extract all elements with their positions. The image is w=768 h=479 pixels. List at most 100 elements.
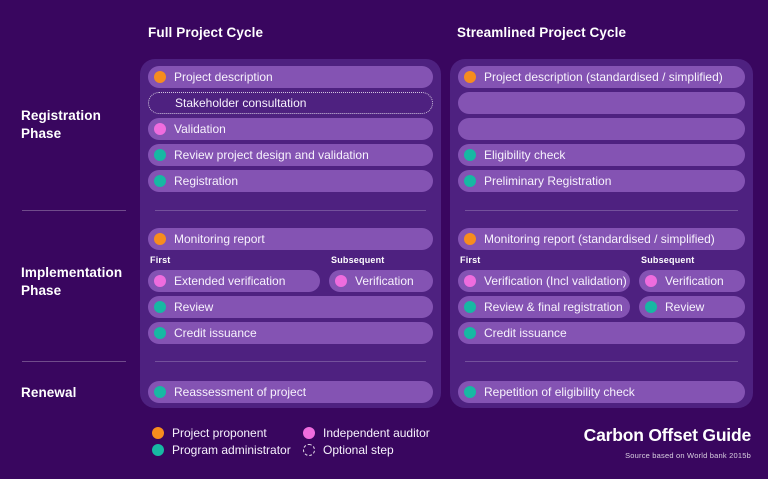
proponent-dot-icon xyxy=(464,71,476,83)
step-label: Registration xyxy=(174,174,239,188)
phase-divider-1 xyxy=(22,210,126,211)
section-divider xyxy=(155,210,426,211)
step-label: Verification xyxy=(665,274,724,288)
administrator-dot-icon xyxy=(464,386,476,398)
step-label: Reassessment of project xyxy=(174,385,307,399)
step-preliminary-registration: Preliminary Registration xyxy=(458,170,745,192)
subsequent-label: Subsequent xyxy=(641,255,695,265)
step-label: Review project design and validation xyxy=(174,148,369,162)
step-label: Monitoring report (standardised / simpli… xyxy=(484,232,715,246)
step-review-final-registration: Review & final registration xyxy=(458,296,630,318)
auditor-dot-icon xyxy=(335,275,347,287)
step-validation: Validation xyxy=(148,118,433,140)
auditor-dot-icon xyxy=(154,275,166,287)
step-project-description-simplified: Project description (standardised / simp… xyxy=(458,66,745,88)
phase-label-renewal: Renewal xyxy=(21,385,77,400)
legend-label: Project proponent xyxy=(172,426,267,440)
panel-full-cycle: Project description Stakeholder consulta… xyxy=(140,59,441,408)
auditor-dot-icon xyxy=(464,275,476,287)
step-credit-issuance: Credit issuance xyxy=(458,322,745,344)
column-header-streamlined-cycle: Streamlined Project Cycle xyxy=(457,25,627,40)
panel-streamlined-cycle: Project description (standardised / simp… xyxy=(450,59,753,408)
subsequent-label: Subsequent xyxy=(331,255,385,265)
step-label: Credit issuance xyxy=(174,326,257,340)
step-label: Repetition of eligibility check xyxy=(484,385,635,399)
legend-label: Program administrator xyxy=(172,443,291,457)
split-column-labels: First Subsequent xyxy=(148,254,433,266)
step-review: Review xyxy=(148,296,433,318)
proponent-dot-icon xyxy=(152,427,164,439)
step-project-description: Project description xyxy=(148,66,433,88)
legend-label: Independent auditor xyxy=(323,426,430,440)
administrator-dot-icon xyxy=(464,149,476,161)
step-eligibility-check: Eligibility check xyxy=(458,144,745,166)
brand-title: Carbon Offset Guide xyxy=(583,425,752,445)
legend-label: Optional step xyxy=(323,443,394,457)
step-label: Review & final registration xyxy=(484,300,623,314)
section-divider xyxy=(465,210,738,211)
proponent-dot-icon xyxy=(464,233,476,245)
proponent-dot-icon xyxy=(154,71,166,83)
first-label: First xyxy=(150,255,171,265)
legend-item-optional-step: Optional step xyxy=(303,444,430,456)
step-monitoring-report: Monitoring report xyxy=(148,228,433,250)
review-split-row: Review & final registration Review xyxy=(458,296,745,318)
auditor-dot-icon xyxy=(303,427,315,439)
administrator-dot-icon xyxy=(464,327,476,339)
split-column-labels: First Subsequent xyxy=(458,254,745,266)
step-repetition-eligibility-check: Repetition of eligibility check xyxy=(458,381,745,403)
administrator-dot-icon xyxy=(154,301,166,313)
step-review: Review xyxy=(639,296,745,318)
step-label: Stakeholder consultation xyxy=(175,96,307,110)
section-divider xyxy=(465,361,738,362)
step-monitoring-report-simplified: Monitoring report (standardised / simpli… xyxy=(458,228,745,250)
legend-item-independent-auditor: Independent auditor xyxy=(303,427,430,439)
phase-label-registration: Registration Phase xyxy=(21,108,101,141)
legend-item-project-proponent: Project proponent xyxy=(152,427,302,439)
administrator-dot-icon xyxy=(154,149,166,161)
administrator-dot-icon xyxy=(154,175,166,187)
legend-item-program-administrator: Program administrator xyxy=(152,444,302,456)
step-label: Project description xyxy=(174,70,273,84)
step-label: Review xyxy=(174,300,214,314)
auditor-dot-icon xyxy=(154,123,166,135)
empty-step-pill xyxy=(458,92,745,114)
step-label: Project description (standardised / simp… xyxy=(484,70,723,84)
proponent-dot-icon xyxy=(154,233,166,245)
step-verification: Verification xyxy=(639,270,745,292)
administrator-dot-icon xyxy=(154,386,166,398)
step-label: Monitoring report xyxy=(174,232,265,246)
legend: Project proponent Independent auditor Pr… xyxy=(152,427,430,456)
brand-source: Source based on World bank 2015b xyxy=(625,451,751,460)
step-label: Verification xyxy=(355,274,414,288)
first-label: First xyxy=(460,255,481,265)
step-stakeholder-consultation: Stakeholder consultation xyxy=(148,92,433,114)
step-credit-issuance: Credit issuance xyxy=(148,322,433,344)
step-label: Review xyxy=(665,300,705,314)
administrator-dot-icon xyxy=(645,301,657,313)
step-reassessment-of-project: Reassessment of project xyxy=(148,381,433,403)
step-review-project-design: Review project design and validation xyxy=(148,144,433,166)
optional-step-icon xyxy=(303,444,315,456)
administrator-dot-icon xyxy=(152,444,164,456)
step-label: Eligibility check xyxy=(484,148,566,162)
step-label: Verification (Incl validation) xyxy=(484,274,627,288)
administrator-dot-icon xyxy=(464,175,476,187)
auditor-dot-icon xyxy=(645,275,657,287)
verification-split-row: Verification (Incl validation) Verificat… xyxy=(458,270,745,292)
verification-split-row: Extended verification Verification xyxy=(148,270,433,292)
administrator-dot-icon xyxy=(464,301,476,313)
phase-label-implementation: Implementation Phase xyxy=(21,265,123,298)
empty-step-pill xyxy=(458,118,745,140)
step-verification: Verification xyxy=(329,270,433,292)
step-label: Preliminary Registration xyxy=(484,174,612,188)
step-verification-incl-validation: Verification (Incl validation) xyxy=(458,270,630,292)
step-label: Credit issuance xyxy=(484,326,567,340)
step-label: Extended verification xyxy=(174,274,286,288)
phase-divider-2 xyxy=(22,361,126,362)
column-header-full-cycle: Full Project Cycle xyxy=(148,25,264,40)
section-divider xyxy=(155,361,426,362)
administrator-dot-icon xyxy=(154,327,166,339)
step-label: Validation xyxy=(174,122,226,136)
